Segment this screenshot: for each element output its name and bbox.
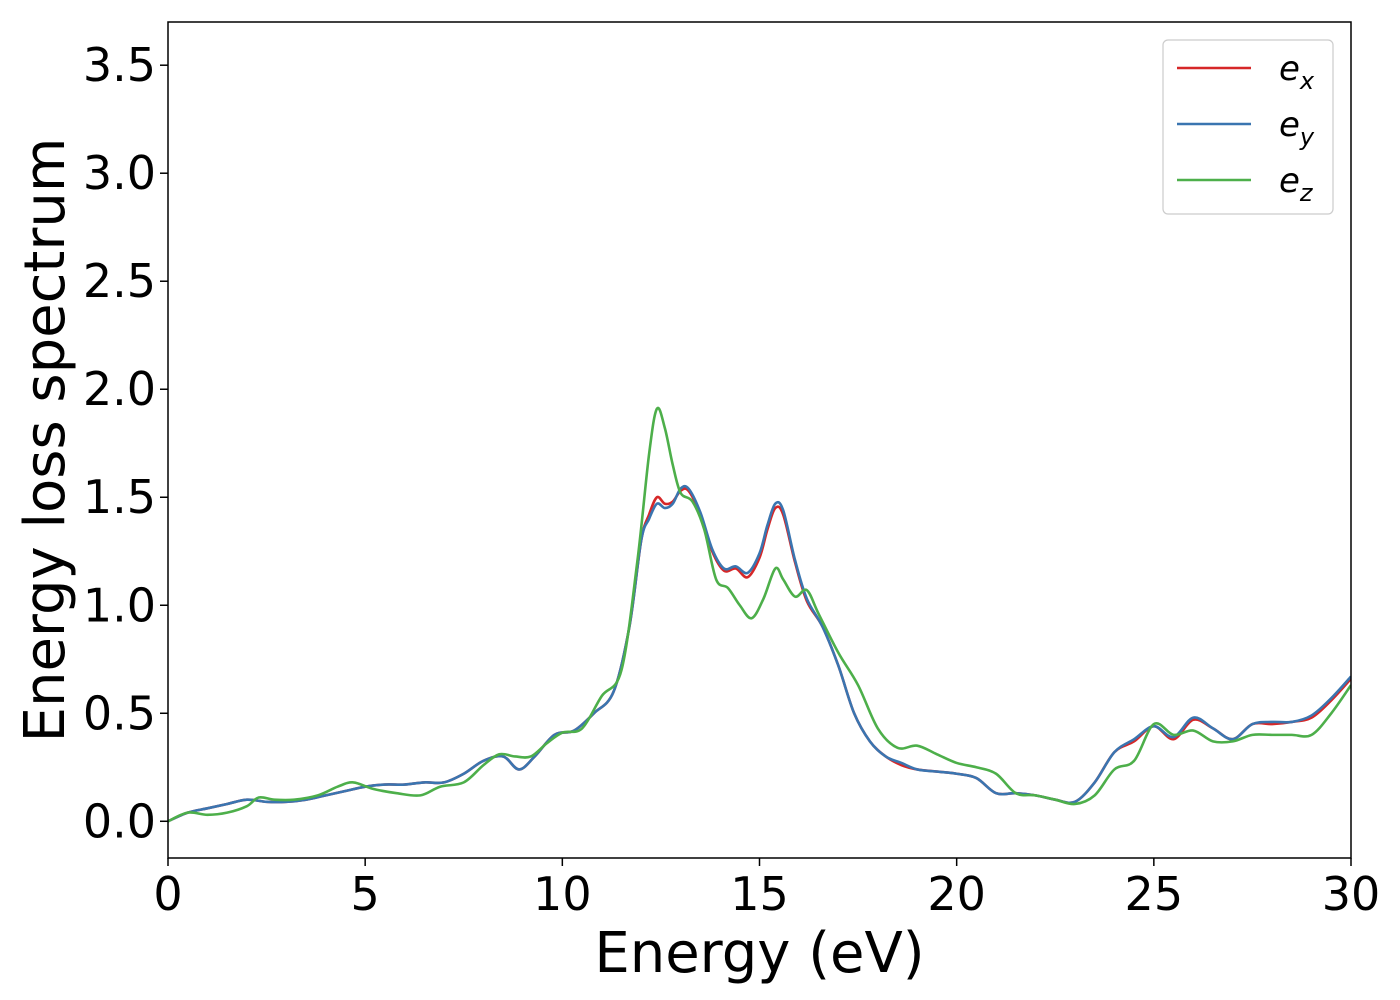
legend-label-z: ez xyxy=(1279,161,1314,207)
series-line-y xyxy=(168,484,1351,823)
x-axis-ticks: 0 5 10 15 20 25 30 xyxy=(153,858,1380,921)
y-tick-label: 2.5 xyxy=(83,254,156,308)
y-tick-label: 1.5 xyxy=(83,470,156,524)
legend: ex ey ez xyxy=(1162,39,1334,215)
series-layer xyxy=(168,406,1351,823)
y-axis-title: Energy loss spectrum xyxy=(13,138,78,743)
y-tick-label: 0.5 xyxy=(83,686,156,740)
x-tick-label: 10 xyxy=(533,867,592,921)
x-tick-label: 20 xyxy=(927,867,986,921)
y-tick-label: 3.0 xyxy=(83,146,156,200)
x-tick-label: 30 xyxy=(1322,867,1381,921)
legend-label-x: ex xyxy=(1279,49,1315,95)
legend-box xyxy=(1162,39,1334,215)
x-tick-label: 5 xyxy=(351,867,380,921)
y-tick-label: 3.5 xyxy=(83,38,156,92)
y-axis-ticks: 0.0 0.5 1.0 1.5 2.0 2.5 3.0 3.5 xyxy=(83,38,168,848)
x-tick-label: 25 xyxy=(1125,867,1184,921)
x-tick-label: 15 xyxy=(730,867,789,921)
series-line-z xyxy=(168,406,1351,823)
legend-label-y: ey xyxy=(1279,105,1315,151)
series-line-x xyxy=(168,487,1351,823)
x-tick-label: 0 xyxy=(153,867,182,921)
y-tick-label: 1.0 xyxy=(83,578,156,632)
y-tick-label: 0.0 xyxy=(83,794,156,848)
y-tick-label: 2.0 xyxy=(83,362,156,416)
x-axis-title: Energy (eV) xyxy=(594,921,924,986)
